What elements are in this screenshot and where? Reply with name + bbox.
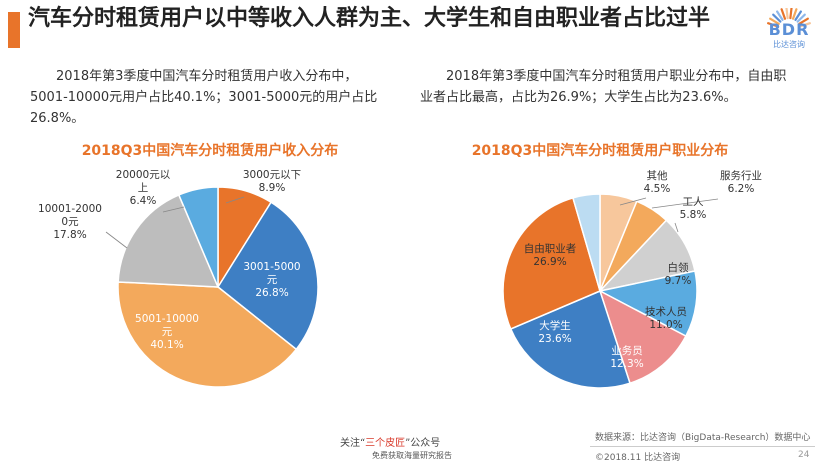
income-description: 2018年第3季度中国汽车分时租赁用户收入分布中，5001-10000元用户占比… — [30, 69, 378, 126]
income-slice-4 — [117, 193, 220, 288]
footer-divider — [590, 446, 815, 447]
occupation-leader-2 — [674, 222, 679, 233]
income-leader-4 — [105, 231, 128, 249]
income-slice-2 — [217, 201, 319, 351]
occupation-slice-label-6: 大学生 23.6% — [538, 319, 571, 345]
occupation-slice-5 — [598, 289, 687, 385]
watermark-line-2: 免费获取海量研究报告 — [372, 451, 452, 460]
income-slice-label-2: 3001-5000 元 26.8% — [243, 261, 300, 299]
logo-subtext: 比达咨询 — [773, 40, 805, 49]
occupation-leader-1 — [651, 198, 719, 209]
watermark-line-1: 关注“三个皮匠”公众号 — [340, 434, 440, 449]
income-chart-title: 2018Q3中国汽车分时租赁用户收入分布 — [81, 143, 339, 159]
income-leader-1 — [225, 196, 245, 204]
occupation-slice-label-8: 其他 4.5% — [644, 169, 671, 195]
logo-sunburst-icon — [766, 8, 812, 28]
occupation-slice-label-5: 业务员 12.3% — [610, 344, 643, 370]
watermark-post: ”公众号 — [405, 438, 441, 449]
footer-copyright: ©2018.11 比达咨询 — [595, 453, 681, 463]
occupation-pie — [502, 193, 698, 389]
occupation-slice-7 — [502, 196, 601, 330]
income-slice-label-5: 20000元以上 6.4% — [116, 169, 171, 207]
occupation-slice-label-2: 工人 5.8% — [680, 196, 707, 221]
data-source: 数据来源：比达咨询（BigData-Research）数据中心 — [595, 433, 811, 443]
bdr-logo: BDR 比达咨询 — [760, 8, 818, 54]
page-number: 24 — [798, 450, 810, 460]
income-slice-label-4: 10001-2000 0元 17.8% — [38, 203, 102, 241]
income-pie — [117, 186, 319, 388]
occupation-description: 2018年第3季度中国汽车分时租赁用户职业分布中，自由职业者占比最高，占比为26… — [420, 69, 787, 105]
watermark-pre: 关注“ — [340, 438, 366, 449]
occupation-slice-label-7: 自由职业者 26.9% — [524, 242, 577, 268]
logo-text: BDR — [768, 20, 810, 39]
income-slice-3 — [117, 281, 298, 388]
occupation-chart-title: 2018Q3中国汽车分时租赁用户职业分布 — [471, 143, 729, 159]
occupation-slice-label-4: 技术人员 11.0% — [645, 305, 687, 331]
occupation-slice-label-1: 服务行业 6.2% — [720, 169, 762, 195]
income-leader-5 — [162, 206, 185, 213]
income-slice-label-1: 3000元以下 8.9% — [243, 169, 301, 194]
occupation-leader-8 — [619, 197, 647, 206]
occupation-slice-6 — [509, 289, 631, 389]
title-accent-bar — [8, 12, 20, 48]
page-title: 汽车分时租赁用户以中等收入人群为主、大学生和自由职业者占比过半 — [28, 6, 711, 31]
income-slice-5 — [177, 186, 219, 288]
income-slice-label-3: 5001-10000 元 40.1% — [135, 313, 199, 351]
occupation-slice-8 — [572, 193, 601, 292]
watermark-red: 三个皮匠 — [365, 438, 406, 449]
occupation-slice-label-3: 白领 9.7% — [665, 261, 692, 287]
occupation-slice-4 — [597, 270, 698, 338]
